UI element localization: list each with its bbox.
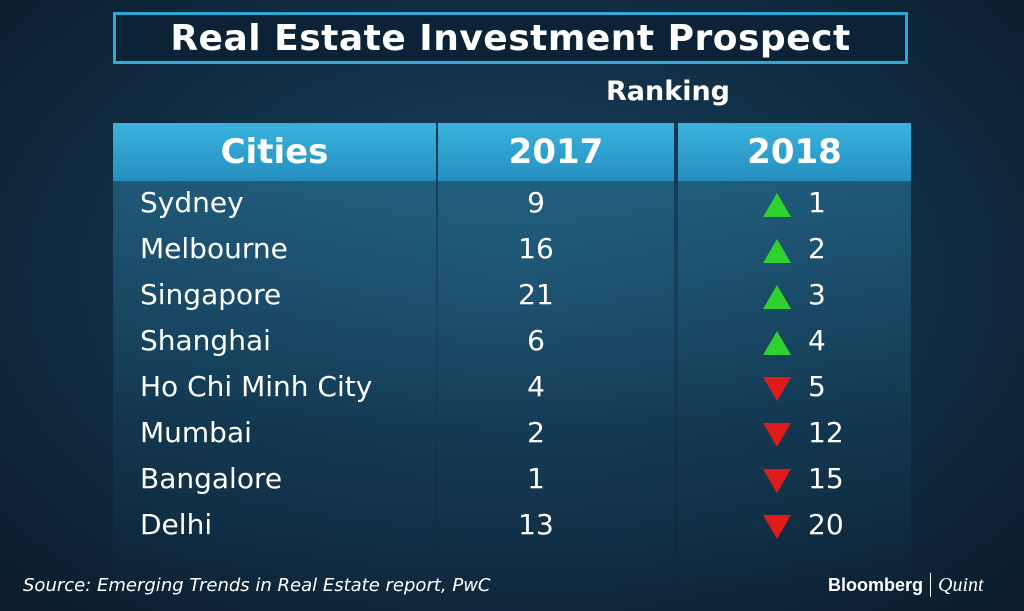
rank-2017-cell: 21 [518, 278, 554, 311]
rank-2017-cell: 13 [518, 508, 554, 541]
rank-2018-value: 20 [808, 508, 844, 541]
rank-2017-cell: 4 [527, 370, 545, 403]
city-cell: Mumbai [140, 416, 252, 449]
table-row: Sydney 9 1 [113, 182, 911, 228]
rank-2018-cell: 2 [678, 228, 911, 274]
table-row: Bangalore 1 15 [113, 458, 911, 504]
rank-2018-cell: 4 [678, 320, 911, 366]
trend-up-icon [763, 239, 791, 263]
chart-title-box: Real Estate Investment Prospect [113, 12, 908, 64]
rank-2018-cell: 12 [678, 412, 911, 458]
rank-2018-value: 2 [808, 232, 826, 265]
rank-2018-cell: 20 [678, 504, 911, 550]
trend-down-icon [763, 469, 791, 493]
trend-up-icon [763, 285, 791, 309]
table-row: Singapore 21 3 [113, 274, 911, 320]
ranking-label: Ranking [606, 76, 730, 107]
rank-2018-value: 1 [808, 186, 826, 219]
table-row: Mumbai 2 12 [113, 412, 911, 458]
source-note: Source: Emerging Trends in Real Estate r… [23, 575, 491, 596]
cities-column-bg [113, 181, 436, 591]
trend-down-icon [763, 377, 791, 401]
city-cell: Delhi [140, 508, 213, 541]
rank-2017-cell: 1 [527, 462, 545, 495]
rank-2017-cell: 16 [518, 232, 554, 265]
rank-2018-value: 12 [808, 416, 844, 449]
rank-2017-cell: 2 [527, 416, 545, 449]
trend-down-icon [763, 423, 791, 447]
header-cities: Cities [113, 123, 436, 181]
rank-2018-cell: 3 [678, 274, 911, 320]
brand-quint: Quint [938, 573, 984, 596]
city-cell: Ho Chi Minh City [140, 370, 373, 403]
col-2017-bg [438, 181, 674, 591]
rank-2018-cell: 15 [678, 458, 911, 504]
city-cell: Bangalore [140, 462, 283, 495]
brand-bloomberg: Bloomberg [828, 574, 924, 595]
rank-2018-value: 4 [808, 324, 826, 357]
rank-2018-value: 5 [808, 370, 826, 403]
city-cell: Sydney [140, 186, 244, 219]
rank-2018-cell: 5 [678, 366, 911, 412]
header-2017: 2017 [438, 123, 674, 181]
city-cell: Singapore [140, 278, 282, 311]
rank-2018-cell: 1 [678, 182, 911, 228]
rank-2018-value: 15 [808, 462, 844, 495]
rank-2018-value: 3 [808, 278, 826, 311]
table-row: Ho Chi Minh City 4 5 [113, 366, 911, 412]
rank-2017-cell: 9 [527, 186, 545, 219]
trend-up-icon [763, 331, 791, 355]
header-2018: 2018 [678, 123, 911, 181]
table-row: Delhi 13 20 [113, 504, 911, 550]
brand-logo: Bloomberg Quint [828, 571, 984, 599]
brand-divider [930, 573, 932, 597]
chart-title: Real Estate Investment Prospect [170, 17, 851, 59]
trend-up-icon [763, 193, 791, 217]
table-row: Shanghai 6 4 [113, 320, 911, 366]
city-cell: Melbourne [140, 232, 288, 265]
trend-down-icon [763, 515, 791, 539]
table-row: Melbourne 16 2 [113, 228, 911, 274]
rank-2017-cell: 6 [527, 324, 545, 357]
city-cell: Shanghai [140, 324, 271, 357]
col-2018-bg [678, 181, 911, 591]
